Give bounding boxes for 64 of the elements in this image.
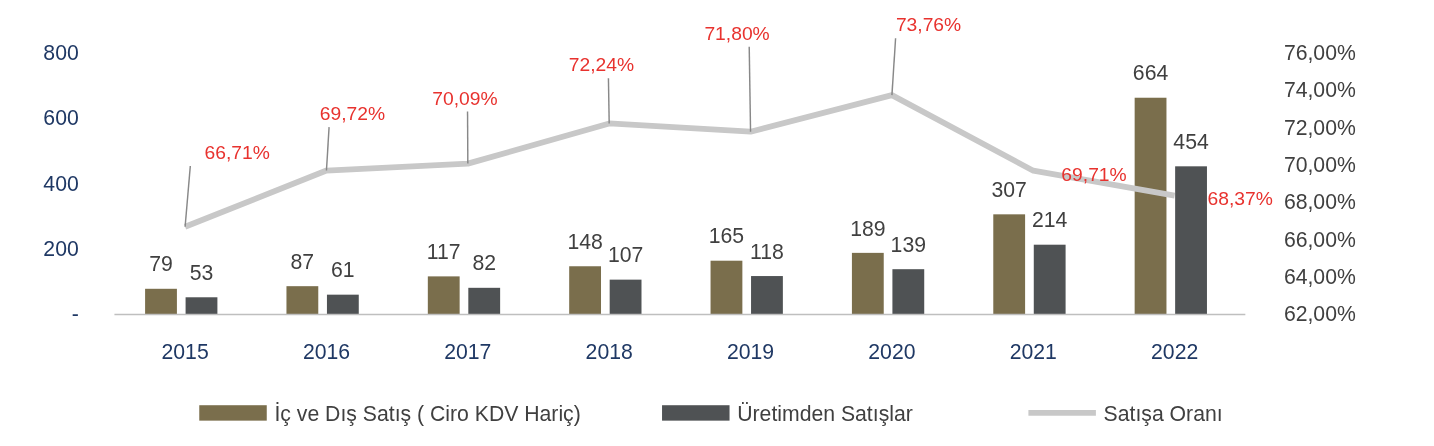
data-label: 214 [1031,208,1068,232]
data-label: 79 [149,252,173,276]
data-label: 73,76% [895,14,962,36]
bar [609,279,642,315]
data-label: 68,37% [1207,188,1273,210]
bar [569,266,601,315]
legend-label: İç ve Dış Satış ( Ciro KDV Hariç) [274,401,581,426]
bar [145,288,177,315]
x-tick-label: 2020 [868,339,916,363]
x-tick-label: 2022 [1151,339,1199,363]
x-tick-label: 2016 [302,339,351,363]
data-label: 69,71% [1061,164,1127,186]
bar [710,260,743,315]
y-tick-label: 600 [43,106,79,130]
data-label: 307 [991,177,1027,201]
data-label: 189 [850,216,886,240]
data-label: 118 [750,239,784,263]
data-label: 82 [472,251,497,275]
y2-tick-label: 76,00% [1283,41,1356,65]
bar [993,214,1026,315]
data-label: 69,72% [319,103,386,125]
data-label: 72,24% [568,54,635,76]
data-label: 165 [708,224,745,248]
y-tick-label: 400 [43,171,79,195]
bar [1134,97,1167,315]
y2-tick-label: 64,00% [1283,265,1356,289]
y2-tick-label: 72,00% [1283,115,1356,139]
bar [1175,166,1207,315]
bar [1033,244,1066,315]
data-label: 71,80% [704,23,770,45]
data-label: 61 [331,258,355,282]
bar [326,294,359,315]
bar [185,297,218,315]
y-tick-label: 200 [43,237,79,261]
y-tick-label: 800 [43,41,79,65]
data-label: 148 [567,229,603,253]
x-tick-label: 2018 [585,339,633,363]
bar [751,276,783,315]
legend-label: Üretimden Satışlar [737,401,913,426]
bar [851,252,884,315]
x-tick-label: 2019 [726,339,775,363]
data-label: 66,71% [204,142,270,164]
y2-tick-label: 66,00% [1283,227,1356,251]
data-label: 53 [189,260,214,284]
data-label: 87 [290,249,315,273]
y-tick-label: - [71,302,79,326]
y2-tick-label: 70,00% [1283,153,1356,177]
bar [892,269,925,315]
y2-tick-label: 74,00% [1283,78,1356,102]
y2-tick-label: 68,00% [1283,190,1356,214]
data-label: 107 [607,243,644,267]
bar [468,287,501,315]
bar [286,286,319,315]
bar [427,276,460,315]
x-tick-label: 2015 [161,339,209,363]
data-label: 70,09% [432,87,498,109]
data-label: 139 [890,232,927,256]
data-label: 454 [1173,129,1209,153]
legend-label: Satışa Oranı [1103,401,1223,426]
y2-tick-label: 62,00% [1283,302,1356,326]
data-label: 664 [1132,61,1169,85]
x-tick-label: 2021 [1009,339,1057,363]
data-label: 117 [426,240,461,264]
x-tick-label: 2017 [444,339,492,363]
